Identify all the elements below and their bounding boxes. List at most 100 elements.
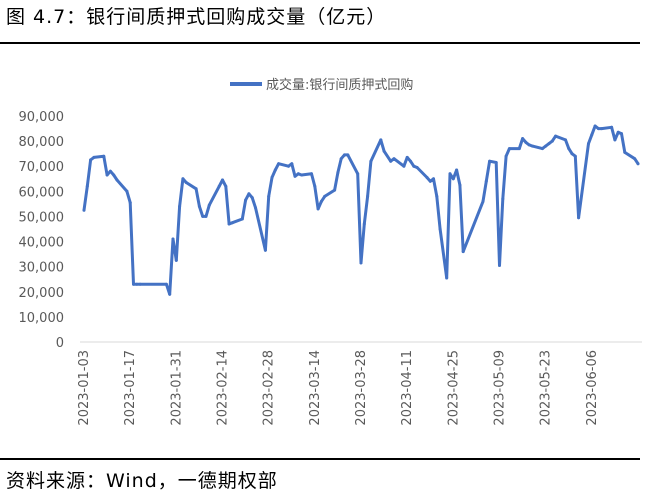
y-tick-label: 40,000 (19, 236, 65, 251)
data-point (550, 139, 554, 143)
data-point (333, 188, 337, 192)
x-tick-label: 2023-05-23 (539, 350, 554, 426)
data-point (544, 144, 548, 148)
data-point (171, 237, 175, 241)
data-point (379, 138, 383, 142)
data-point (389, 159, 393, 163)
data-point (296, 172, 300, 176)
data-point (445, 276, 449, 280)
data-point (405, 155, 409, 159)
data-point (221, 178, 224, 182)
data-point (521, 137, 525, 141)
data-point (425, 176, 429, 179)
line-chart: 成交量:银行间质押式回购 0 10,000 20,000 30,000 40,000 50… (19, 77, 642, 426)
x-tick-label: 2023-04-11 (400, 350, 415, 426)
x-tick-label: 2023-05-09 (493, 350, 508, 426)
data-point (517, 147, 521, 151)
data-point (494, 161, 498, 164)
x-tick-label: 2023-02-28 (262, 350, 277, 426)
data-point (204, 214, 208, 218)
data-point (593, 124, 597, 128)
data-point (240, 217, 244, 221)
data-point (102, 154, 106, 158)
data-point (227, 222, 231, 226)
data-point (82, 208, 86, 212)
data-point (336, 171, 340, 174)
x-tick-label: 2023-04-25 (446, 350, 461, 426)
data-point (290, 162, 294, 166)
top-rule (0, 42, 640, 44)
data-point (181, 177, 185, 181)
data-point (484, 179, 488, 183)
data-point (481, 199, 485, 203)
data-point (438, 227, 442, 231)
legend-label: 成交量:银行间质押式回购 (266, 77, 413, 93)
data-point (392, 157, 396, 161)
data-point (633, 157, 637, 161)
data-point (402, 164, 406, 168)
data-point (250, 196, 254, 200)
data-point (254, 206, 257, 210)
data-point (623, 150, 627, 154)
y-tick-label: 90,000 (19, 110, 65, 125)
bottom-rule (0, 458, 640, 460)
data-point (125, 189, 129, 193)
data-point (616, 130, 620, 134)
data-point (319, 199, 323, 203)
data-point (247, 192, 251, 196)
data-point (184, 181, 188, 184)
data-point (132, 282, 135, 286)
data-point (573, 154, 577, 158)
data-point (409, 159, 412, 163)
data-point (207, 203, 211, 207)
data-point (164, 282, 168, 286)
data-point (85, 184, 89, 188)
data-point (455, 168, 459, 172)
figure-title: 图 4.7：银行间质押式回购成交量（亿元） (6, 6, 387, 28)
data-point (277, 162, 281, 166)
data-point (128, 201, 132, 205)
x-tick-label: 2023-01-03 (77, 350, 92, 426)
x-tick-label: 2023-02-14 (216, 350, 231, 426)
source-note: 资料来源：Wind，一德期权部 (6, 470, 278, 492)
data-point (115, 178, 119, 182)
data-point (448, 172, 452, 176)
data-point (567, 147, 571, 151)
data-point (428, 179, 432, 183)
data-point (570, 152, 574, 156)
y-tick-label: 70,000 (19, 160, 65, 175)
y-tick-label: 50,000 (19, 210, 65, 225)
data-point (432, 177, 435, 181)
data-point (138, 282, 142, 286)
data-point (273, 168, 277, 172)
y-tick-label: 60,000 (19, 185, 65, 200)
data-point (613, 138, 617, 142)
data-point (636, 162, 640, 166)
chart-legend: 成交量:银行间质押式回购 (230, 77, 413, 93)
data-point (527, 143, 531, 147)
data-point (287, 164, 290, 168)
data-point (590, 133, 594, 137)
data-points (82, 124, 640, 296)
data-point (105, 173, 109, 177)
data-point (230, 221, 234, 225)
data-point (323, 194, 327, 198)
data-point (92, 155, 96, 159)
data-point (178, 204, 182, 208)
y-tick-label: 80,000 (19, 135, 65, 150)
data-point (382, 149, 386, 153)
y-tick-label: 0 (56, 336, 64, 351)
data-point (577, 216, 581, 220)
data-point (412, 164, 416, 168)
data-point (415, 166, 419, 169)
data-point (267, 194, 271, 198)
data-point (343, 153, 346, 157)
data-point (112, 173, 116, 177)
y-tick-label: 20,000 (19, 286, 65, 301)
data-point (135, 282, 139, 286)
data-point (300, 173, 304, 177)
x-tick-label: 2023-01-31 (169, 350, 184, 426)
data-point (197, 204, 201, 208)
data-point (174, 258, 178, 262)
data-point (610, 125, 614, 129)
